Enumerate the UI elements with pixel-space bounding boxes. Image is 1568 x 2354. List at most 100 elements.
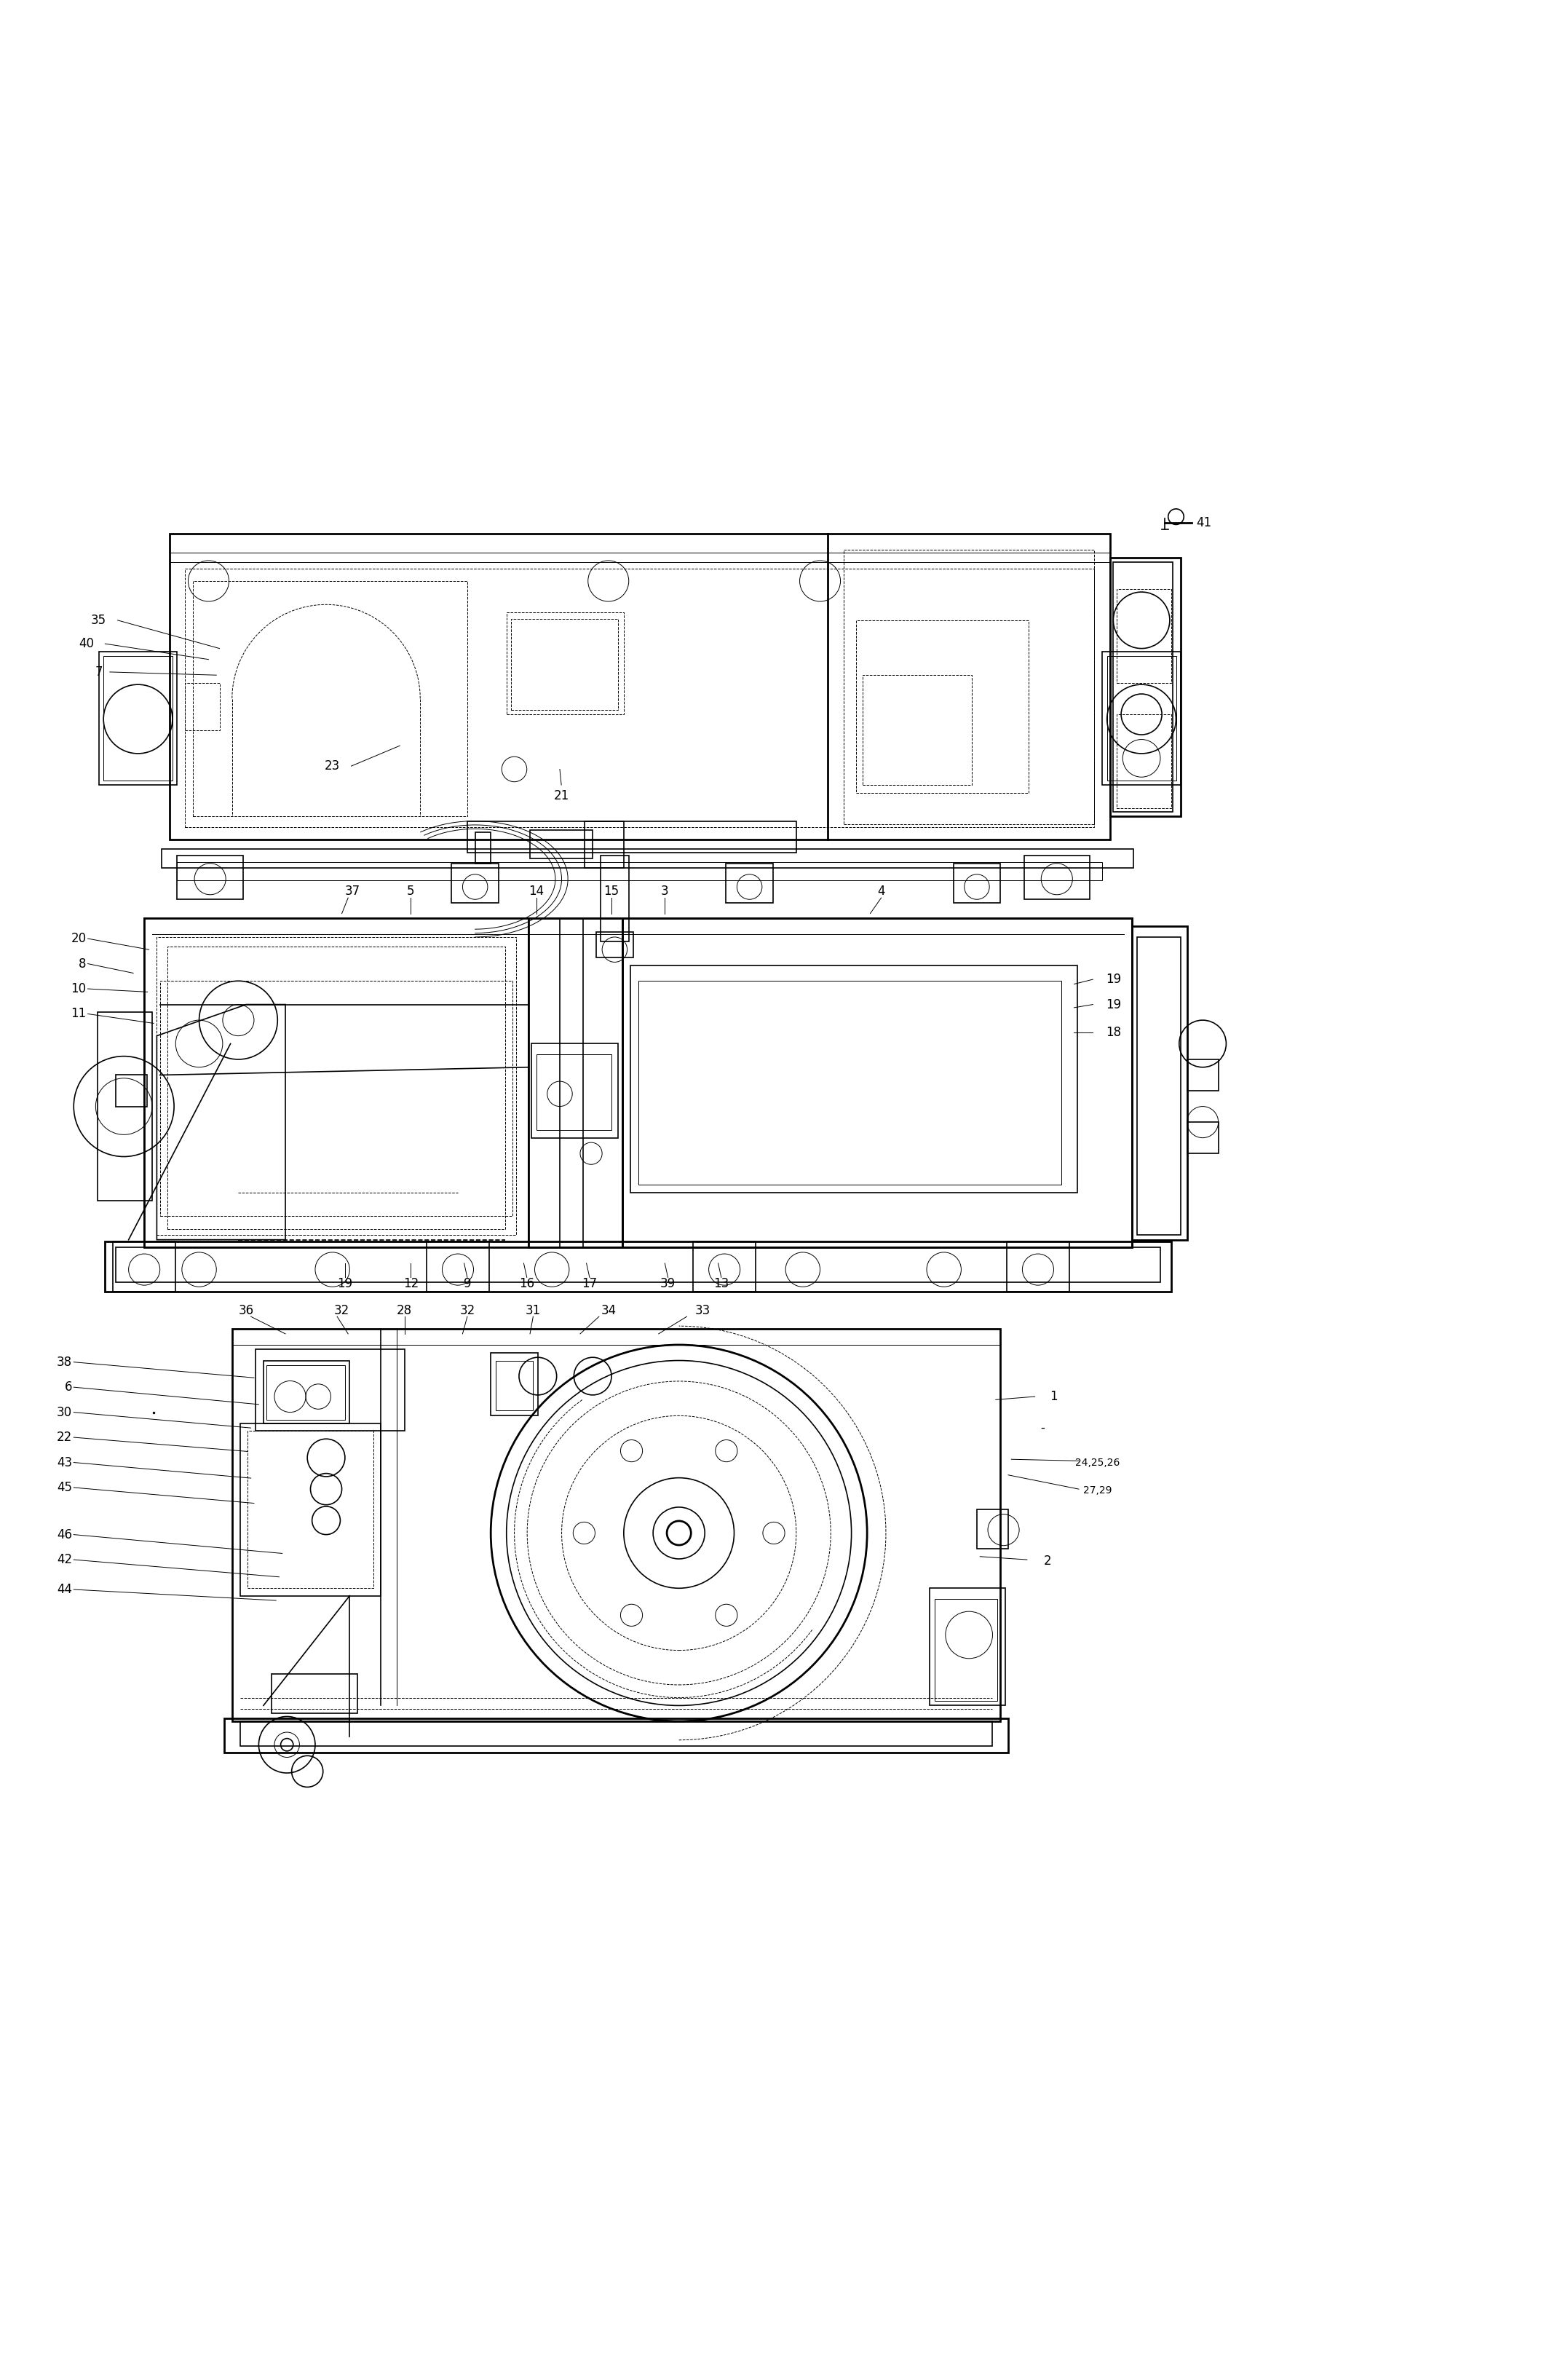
Text: 9: 9 [464,1278,470,1290]
Text: 39: 39 [660,1278,676,1290]
Bar [116,1248,1160,1283]
Text: 40: 40 [78,638,94,650]
Bar [271,1674,358,1714]
Bar [495,1361,533,1410]
Text: 6: 6 [64,1379,72,1394]
Text: 36: 36 [238,1304,254,1316]
Text: 32: 32 [334,1304,350,1316]
Bar [1187,1059,1218,1090]
Text: 18: 18 [1105,1026,1121,1038]
Bar [452,864,499,902]
Bar [1007,1241,1069,1292]
Bar [630,965,1077,1193]
Bar [467,822,797,852]
Bar [113,1241,176,1292]
Text: 44: 44 [56,1582,72,1596]
Bar [162,850,1134,869]
Bar [1187,1123,1218,1153]
Text: 35: 35 [91,614,107,626]
Bar [177,855,243,899]
Bar [856,619,1029,793]
Text: 45: 45 [56,1481,72,1495]
Text: 4: 4 [878,885,884,899]
Bar [1132,925,1187,1241]
Text: 33: 33 [695,1304,710,1316]
Text: 24,25,26: 24,25,26 [1076,1457,1120,1467]
Text: 11: 11 [71,1008,86,1019]
Bar [97,1012,152,1201]
Bar [930,1589,1005,1707]
Bar [475,831,491,864]
Bar [168,946,505,1229]
Bar [1102,652,1181,784]
Bar [1137,937,1181,1236]
Text: 31: 31 [525,1304,541,1316]
Bar [532,1043,618,1137]
Bar [157,937,516,1236]
Text: 3: 3 [662,885,668,899]
Text: 10: 10 [71,982,86,996]
Bar [530,831,593,859]
Text: 38: 38 [56,1356,72,1368]
Bar [177,862,1102,880]
Text: 19: 19 [1105,998,1121,1010]
Text: 32: 32 [459,1304,475,1316]
Text: 43: 43 [56,1455,72,1469]
Bar [1107,657,1176,779]
Bar [160,982,513,1217]
Text: 19: 19 [1105,972,1121,986]
Bar [426,1241,489,1292]
Text: 12: 12 [403,1278,419,1290]
Bar [506,612,624,713]
Bar [144,918,528,1248]
Bar [116,1076,147,1106]
Text: 21: 21 [554,789,569,803]
Text: 23: 23 [325,760,340,772]
Text: 27,29: 27,29 [1083,1485,1112,1495]
Bar [1113,563,1173,812]
Text: 7: 7 [96,666,102,678]
Text: 1: 1 [1051,1389,1057,1403]
Bar [185,567,1094,826]
Bar [263,1361,350,1424]
Text: 5: 5 [408,885,414,899]
Text: 20: 20 [71,932,86,946]
Text: 42: 42 [56,1554,72,1565]
Text: 14: 14 [528,885,544,899]
Bar [528,918,622,1248]
Text: 37: 37 [345,885,361,899]
Bar [248,1431,373,1589]
Text: 15: 15 [604,885,619,899]
Bar [596,932,633,958]
Bar [491,1354,538,1415]
Bar [240,1721,993,1747]
Bar [935,1598,997,1702]
Bar [1110,558,1181,817]
Text: 13: 13 [713,1278,729,1290]
Text: 16: 16 [519,1278,535,1290]
Bar [1116,713,1171,807]
Bar [185,683,220,730]
Bar [232,1330,1000,1721]
Bar [726,864,773,902]
Text: 30: 30 [56,1405,72,1419]
Bar [240,1424,381,1596]
Bar [103,657,172,779]
Text: 28: 28 [397,1304,412,1316]
Bar [224,1718,1008,1754]
Bar [638,982,1062,1184]
Text: 34: 34 [601,1304,616,1316]
Bar [601,855,629,942]
Bar [256,1349,405,1431]
Text: 2: 2 [1044,1554,1051,1568]
Bar [267,1365,345,1419]
Bar [99,652,177,784]
Bar [536,1055,612,1130]
Bar [169,534,1110,840]
Text: 8: 8 [78,958,86,970]
Bar [144,918,1132,1248]
Text: -: - [1041,1422,1044,1434]
Text: 41: 41 [1196,516,1212,530]
Bar [585,822,624,869]
Bar [622,918,1132,1248]
